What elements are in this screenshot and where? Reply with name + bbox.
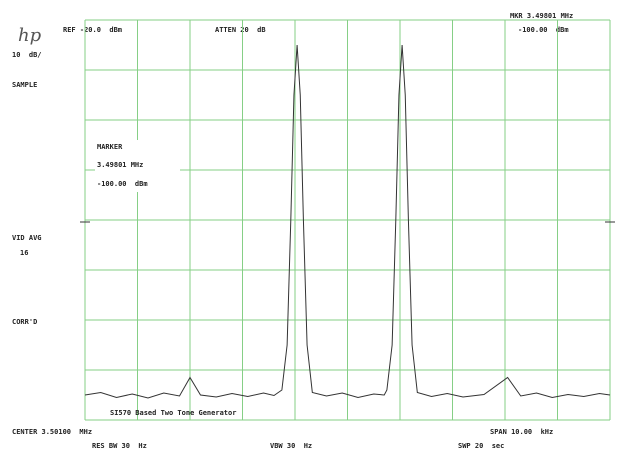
marker-level: -100.00 dBm — [518, 26, 569, 34]
center-freq: CENTER 3.50100 MHz — [12, 428, 92, 436]
res-bw: RES BW 30 Hz — [92, 442, 147, 450]
marker-box-freq: 3.49801 MHz — [97, 161, 143, 169]
marker-box-level: -100.00 dBm — [97, 180, 148, 188]
ref-level: REF -20.0 dBm — [63, 26, 122, 34]
video-avg: VID AVG — [12, 234, 42, 242]
logo: hp — [18, 25, 42, 46]
scale: 10 dB/ — [12, 51, 42, 59]
detector: SAMPLE — [12, 81, 37, 89]
annotation: SI570 Based Two Tone Generator — [110, 409, 236, 417]
trace — [84, 44, 611, 399]
span: SPAN 10.00 kHz — [490, 428, 553, 436]
attenuation: ATTEN 20 dB — [215, 26, 266, 34]
vbw: VBW 30 Hz — [270, 442, 312, 450]
marker-freq: MKR 3.49801 MHz — [510, 12, 573, 20]
sweep: SWP 20 sec — [458, 442, 504, 450]
marker-title: MARKER — [97, 143, 123, 151]
correction: CORR'D — [12, 318, 37, 326]
plot-area — [84, 19, 611, 421]
marker-box — [95, 140, 180, 192]
video-avg-count: 16 — [20, 249, 28, 257]
